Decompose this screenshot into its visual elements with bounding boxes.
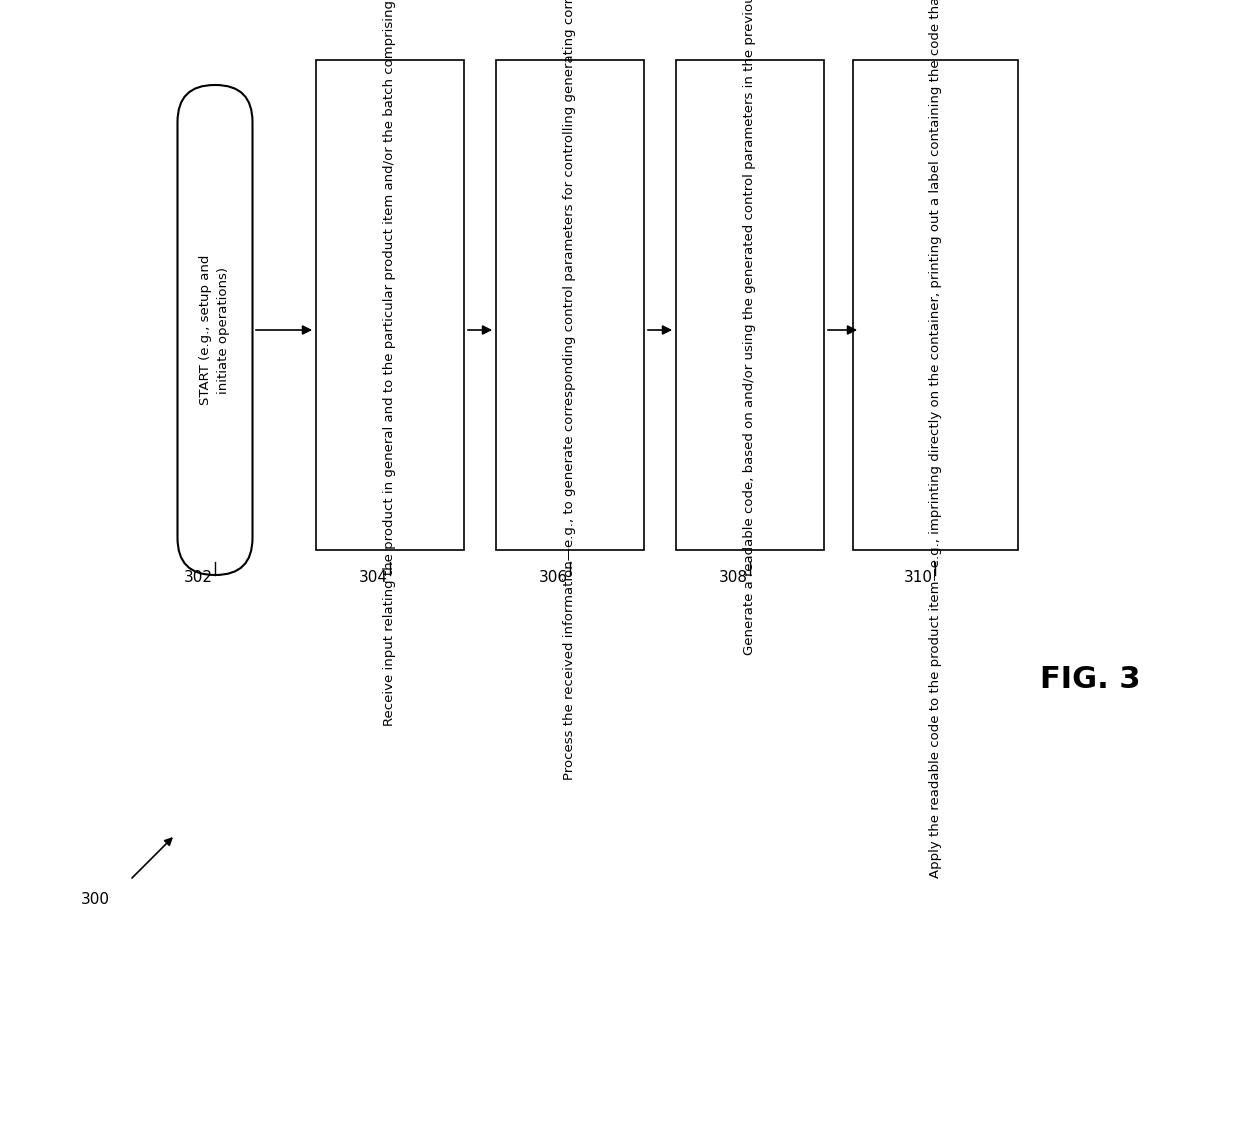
Bar — [676, 60, 825, 550]
Text: FIG. 3: FIG. 3 — [1040, 666, 1141, 694]
Text: 308: 308 — [719, 570, 748, 585]
Text: Process the received information—e.g., to generate corresponding control paramet: Process the received information—e.g., t… — [563, 0, 577, 780]
Text: START (e.g., setup and
initiate operations): START (e.g., setup and initiate operatio… — [200, 254, 231, 406]
Bar — [853, 60, 1018, 550]
Text: 306: 306 — [539, 570, 568, 585]
Text: 310: 310 — [904, 570, 932, 585]
Bar — [316, 60, 464, 550]
Text: 304: 304 — [360, 570, 388, 585]
Text: Receive input relating the product in general and to the particular product item: Receive input relating the product in ge… — [383, 0, 397, 726]
Text: Generate a readable code, based on and/or using the generated control parameters: Generate a readable code, based on and/o… — [744, 0, 756, 655]
Text: Apply the readable code to the product item—e.g., imprinting directly on the con: Apply the readable code to the product i… — [929, 0, 941, 878]
Text: 302: 302 — [184, 570, 213, 585]
Text: 300: 300 — [81, 893, 110, 908]
Bar — [496, 60, 644, 550]
FancyBboxPatch shape — [177, 85, 253, 575]
